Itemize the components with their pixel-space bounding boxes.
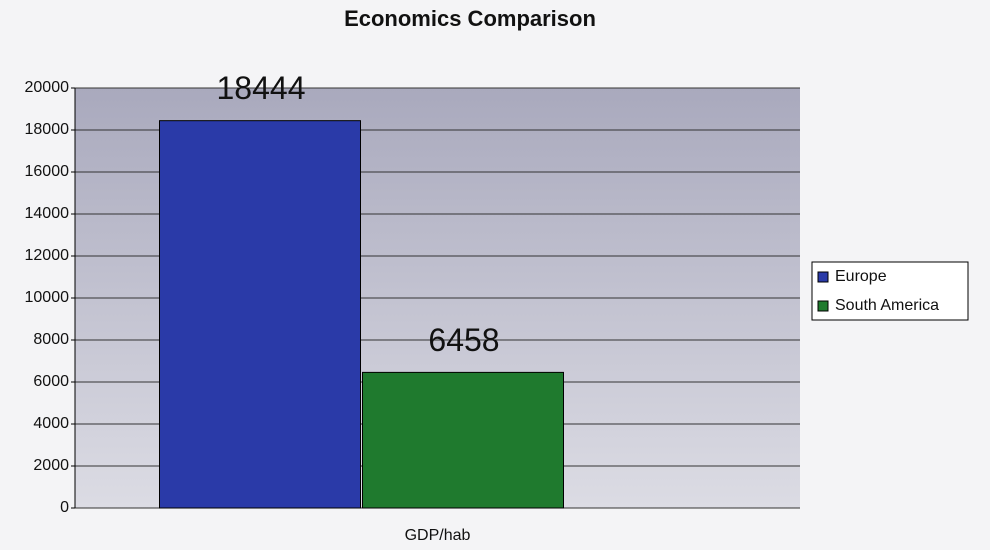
y-tick-label: 2000 bbox=[33, 457, 69, 474]
y-tick-label: 4000 bbox=[33, 415, 69, 432]
y-tick-label: 10000 bbox=[25, 289, 70, 306]
legend-swatch bbox=[817, 300, 829, 312]
y-tick-label: 6000 bbox=[33, 373, 69, 390]
y-tick-label: 0 bbox=[60, 499, 69, 516]
bar bbox=[362, 371, 564, 509]
chart-title: Economics Comparison bbox=[344, 6, 596, 31]
y-tick-label: 12000 bbox=[25, 247, 70, 264]
data-label: 6458 bbox=[428, 322, 499, 358]
data-label: 18444 bbox=[217, 70, 306, 106]
y-tick-label: 8000 bbox=[33, 331, 69, 348]
y-tick-label: 14000 bbox=[25, 205, 70, 222]
y-tick-label: 20000 bbox=[25, 79, 70, 96]
legend-label: Europe bbox=[835, 268, 887, 285]
legend-swatch bbox=[817, 271, 829, 283]
legend: Europe South America bbox=[811, 261, 969, 321]
legend-label: South America bbox=[835, 297, 939, 314]
x-tick-label: GDP/hab bbox=[405, 527, 471, 544]
y-tick-label: 18000 bbox=[25, 121, 70, 138]
legend-box bbox=[811, 261, 969, 321]
y-tick-label: 16000 bbox=[25, 163, 70, 180]
bar bbox=[159, 120, 361, 509]
